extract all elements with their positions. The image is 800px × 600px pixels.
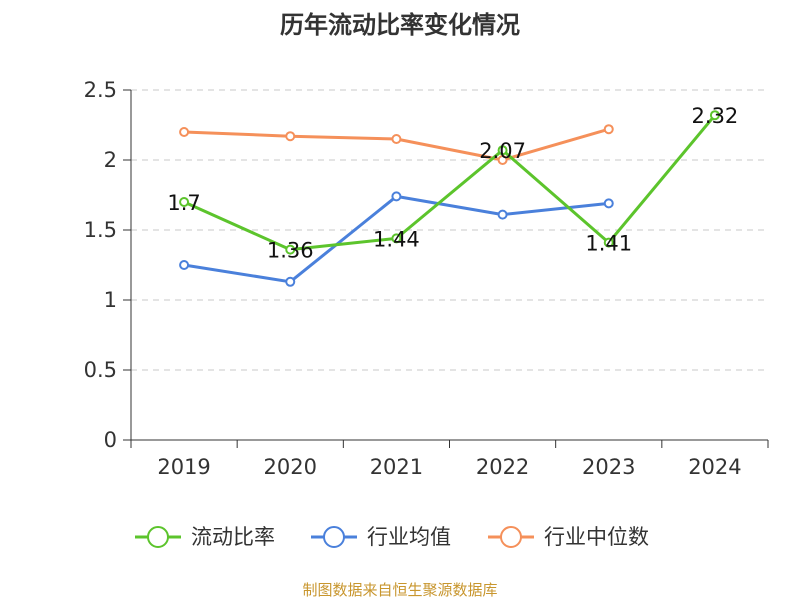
legend-marker — [500, 526, 522, 548]
axes: 0 0.5 1 1.5 2 2.5 2019 2020 2021 2022 2023 2024 — [84, 78, 769, 479]
data-point — [391, 233, 402, 244]
data-label: 2.32 — [692, 104, 739, 128]
data-point — [285, 131, 296, 142]
legend-item[interactable]: 流动比率 — [135, 525, 275, 549]
legend[interactable]: 流动比率 行业均值 行业中位数 — [135, 525, 649, 549]
y-tick-label: 0 — [104, 428, 117, 452]
y-tick-label: 1 — [104, 288, 117, 312]
data-point — [285, 276, 296, 287]
data-point — [497, 155, 508, 165]
x-tick-label: 2020 — [264, 455, 317, 479]
x-tick-label: 2022 — [476, 455, 529, 479]
legend-marker — [147, 526, 169, 548]
series-line — [184, 127, 610, 162]
data-label: 1.41 — [585, 232, 632, 256]
y-tick-label: 1.5 — [84, 218, 117, 242]
data-point — [603, 124, 614, 135]
data-point — [179, 260, 190, 270]
legend-label: 行业中位数 — [544, 525, 649, 549]
legend-item[interactable]: 行业均值 — [311, 525, 451, 549]
data-point — [179, 197, 190, 207]
data-point — [497, 145, 508, 156]
data-label: 1.44 — [373, 227, 420, 251]
series-line — [183, 114, 717, 252]
series-lines — [179, 110, 720, 287]
y-tick-label: 0.5 — [84, 358, 117, 382]
data-point — [179, 127, 190, 137]
x-tick-label: 2019 — [157, 455, 210, 479]
gridlines — [131, 89, 768, 371]
data-point — [709, 110, 720, 121]
chart-title: 历年流动比率变化情况 — [280, 11, 520, 39]
legend-label: 流动比率 — [191, 525, 275, 549]
data-label: 1.36 — [267, 239, 314, 263]
data-point — [391, 134, 402, 144]
data-point — [603, 237, 614, 248]
data-label: 1.7 — [167, 191, 200, 215]
y-tick-label: 2.5 — [84, 78, 117, 102]
y-tick-label: 2 — [104, 148, 117, 172]
legend-label: 行业均值 — [367, 525, 451, 549]
data-source-note: 制图数据来自恒生聚源数据库 — [302, 581, 497, 599]
data-point — [391, 191, 402, 202]
legend-marker — [323, 526, 345, 548]
x-tick-label: 2021 — [370, 455, 423, 479]
data-point — [603, 198, 614, 209]
data-label: 2.07 — [479, 139, 526, 163]
data-point — [497, 209, 508, 220]
legend-item[interactable]: 行业中位数 — [488, 525, 649, 549]
x-tick-label: 2024 — [688, 455, 741, 479]
data-point — [285, 244, 296, 255]
data-labels: 1.7 1.36 1.44 2.07 1.41 2.32 — [167, 104, 738, 262]
x-tick-label: 2023 — [582, 455, 635, 479]
